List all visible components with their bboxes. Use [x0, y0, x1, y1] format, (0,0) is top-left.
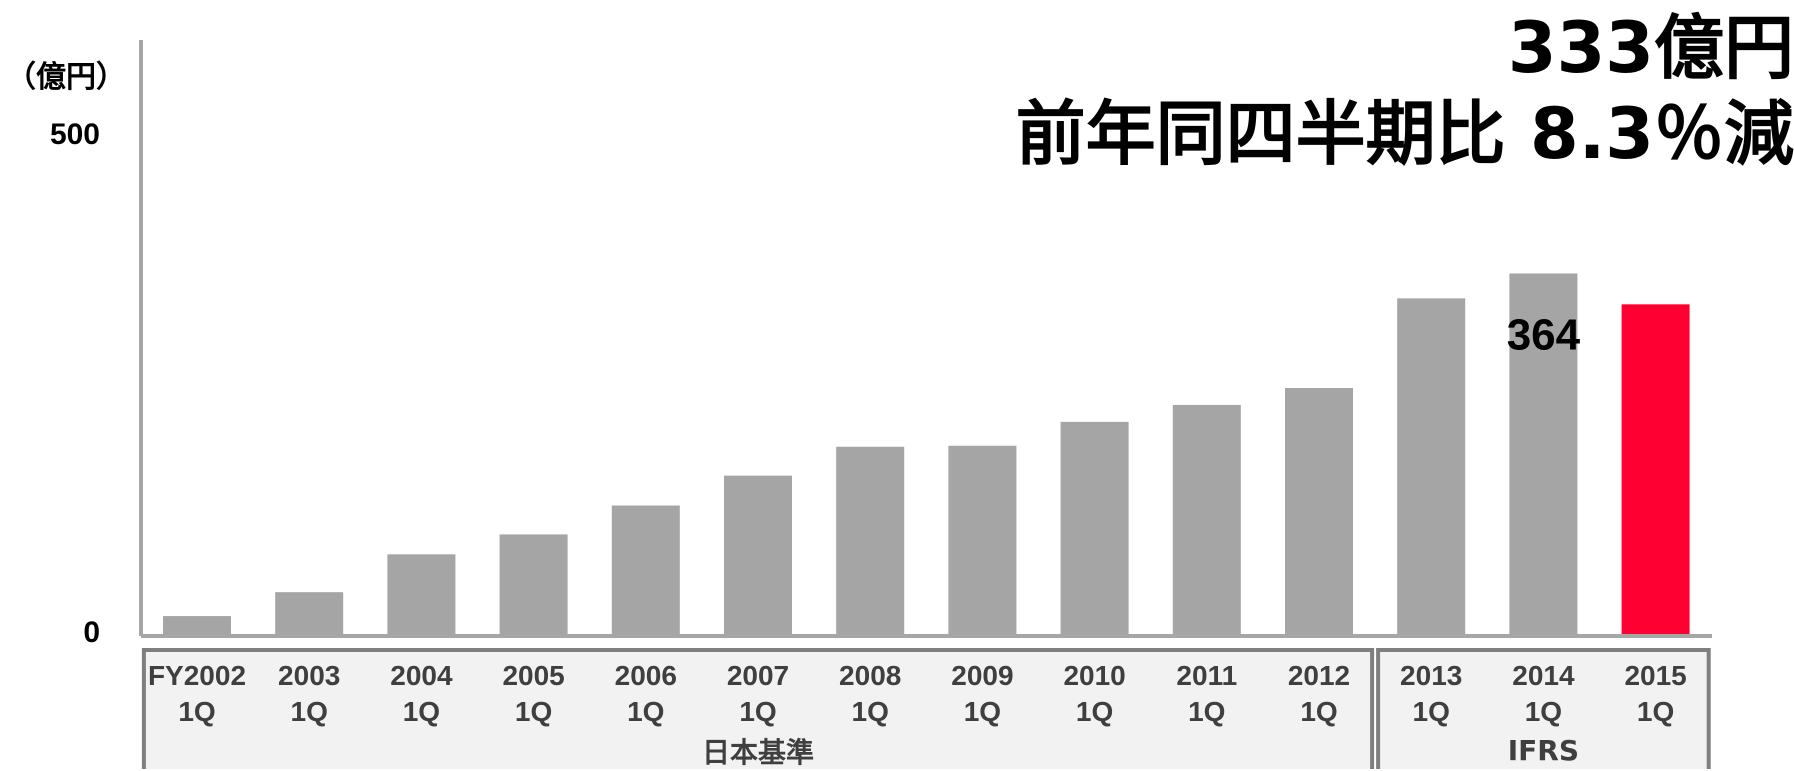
x-tick-label-11-0: 2013 [1400, 660, 1462, 691]
x-tick-label-7-1: 1Q [964, 696, 1001, 727]
bar-2014-1Q [1509, 273, 1578, 636]
bar-FY2002-1Q [163, 616, 231, 636]
bars [163, 273, 1690, 636]
x-tick-labels: FY2002 1Q 2003 1Q 2004 1Q 2005 1Q 2006 1Q 2007 1Q 20… [148, 660, 1687, 727]
bar-2013-1Q [1397, 298, 1466, 636]
x-tick-label-1-0: 2003 [278, 660, 340, 691]
bar-2004-1Q [387, 554, 456, 636]
bar-2007-1Q [724, 475, 792, 636]
x-tick-label-4-1: 1Q [627, 696, 664, 727]
headline-change: 前年同四半期比 8.3％減 [1015, 93, 1794, 175]
group-label-ifrs: IFRS [1507, 734, 1580, 767]
x-tick-label-3-1: 1Q [515, 696, 552, 727]
bar-2011-1Q [1172, 404, 1241, 636]
x-tick-label-0-1: 1Q [178, 696, 215, 727]
category-groups [141, 648, 1711, 769]
bar-2012-1Q [1285, 387, 1353, 636]
x-tick-label-12-0: 2014 [1512, 660, 1575, 691]
x-tick-label-5-1: 1Q [739, 696, 776, 727]
x-tick-label-8-0: 2010 [1063, 660, 1125, 691]
y-axis-unit-label: （億円） [6, 60, 126, 95]
data-label-12: 364 [1507, 310, 1581, 359]
x-tick-label-1-1: 1Q [291, 696, 328, 727]
x-tick-label-10-0: 2012 [1288, 660, 1350, 691]
bar-2009-1Q [948, 445, 1017, 636]
group-box-1 [1376, 648, 1711, 769]
x-tick-label-7-0: 2009 [951, 660, 1013, 691]
y-tick-min: 0 [83, 616, 100, 649]
x-tick-label-4-0: 2006 [615, 660, 677, 691]
x-tick-label-13-0: 2015 [1624, 660, 1686, 691]
bar-2005-1Q [499, 534, 568, 636]
headline-amount: 333億円 [1507, 7, 1794, 89]
bar-2015-1Q [1621, 304, 1690, 636]
x-tick-label-12-1: 1Q [1525, 696, 1562, 727]
x-tick-label-8-1: 1Q [1076, 696, 1113, 727]
x-tick-label-10-1: 1Q [1300, 696, 1337, 727]
x-tick-label-5-0: 2007 [727, 660, 789, 691]
x-tick-label-9-0: 2011 [1176, 660, 1237, 691]
y-tick-max: 500 [49, 118, 100, 151]
x-tick-label-6-1: 1Q [852, 696, 889, 727]
group-label-japan-gaap: 日本基準 [701, 736, 814, 769]
bar-2006-1Q [611, 505, 680, 636]
bar-2008-1Q [836, 446, 905, 636]
x-tick-label-9-1: 1Q [1188, 696, 1225, 727]
bar-2003-1Q [275, 592, 344, 636]
x-tick-label-0-0: FY2002 [148, 660, 246, 691]
x-tick-label-2-1: 1Q [403, 696, 440, 727]
group-box-0 [141, 648, 1375, 769]
bar-2010-1Q [1060, 421, 1129, 636]
data-labels: 364 [1507, 310, 1581, 359]
x-tick-label-6-0: 2008 [839, 660, 901, 691]
x-tick-label-2-0: 2004 [390, 660, 453, 691]
x-tick-label-3-0: 2005 [502, 660, 564, 691]
x-tick-label-11-1: 1Q [1413, 696, 1450, 727]
x-tick-label-13-1: 1Q [1637, 696, 1674, 727]
